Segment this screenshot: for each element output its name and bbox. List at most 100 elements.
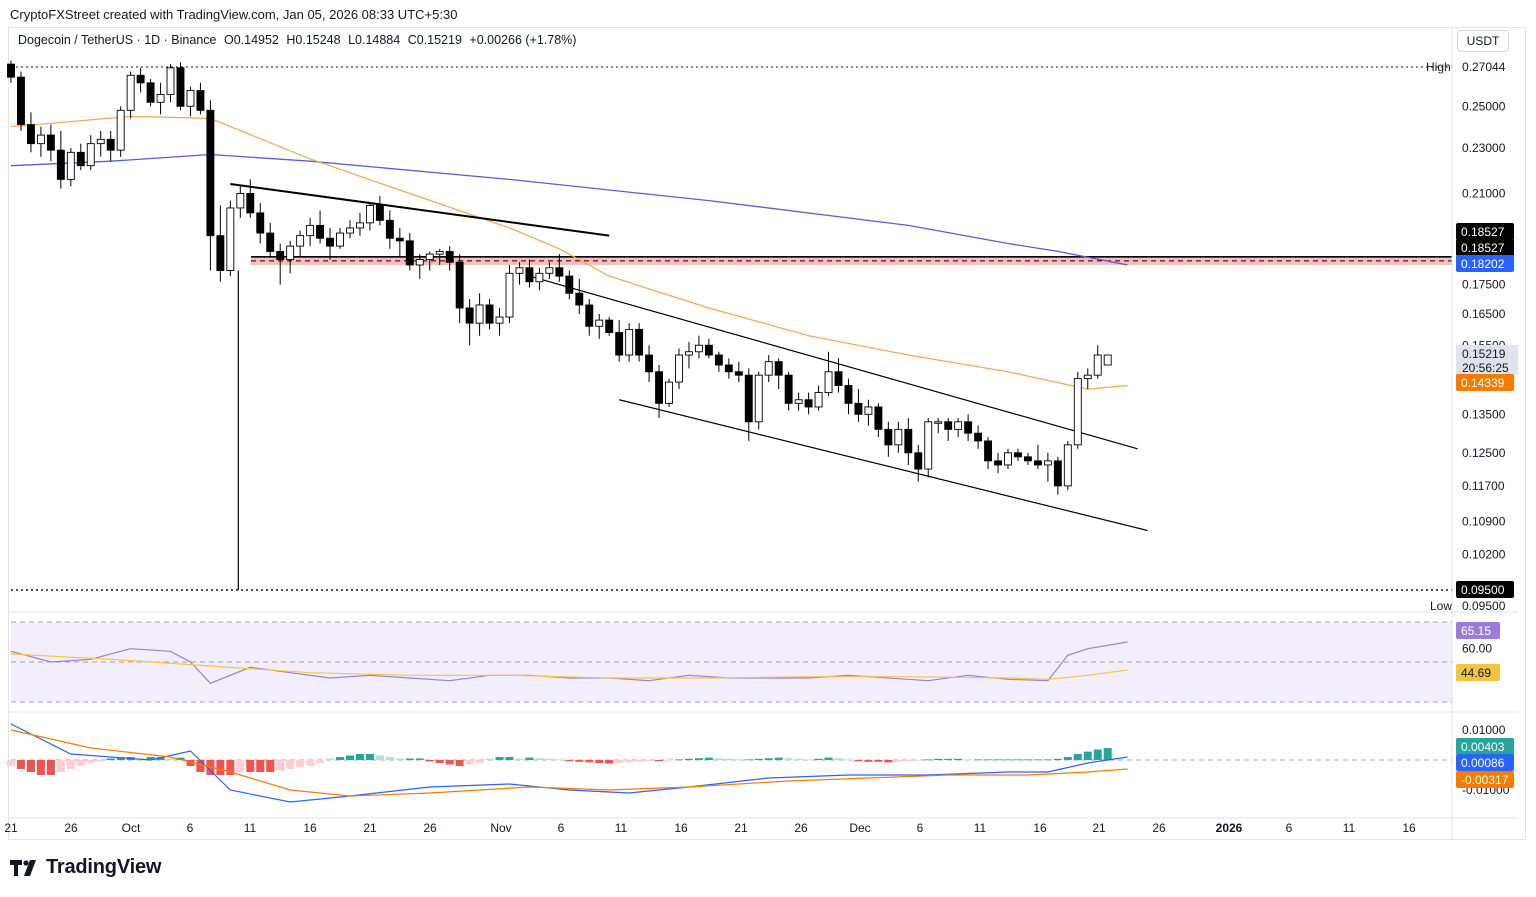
time-tick-label: 11 — [615, 821, 628, 835]
candle-body — [675, 354, 683, 383]
candle-body — [525, 267, 534, 283]
candle-body — [1014, 452, 1022, 458]
macd-histogram-bar — [1023, 759, 1032, 761]
rsi-tick-label: 60.00 — [1462, 642, 1492, 656]
candle-body — [126, 74, 135, 111]
candle-body — [136, 74, 145, 84]
candle-body — [1004, 452, 1012, 466]
rsi-line — [10, 641, 1128, 685]
candle-body — [1063, 444, 1072, 487]
candle-body — [505, 272, 514, 318]
currency-button[interactable]: USDT — [1457, 30, 1509, 52]
macd-histogram-bar — [575, 760, 584, 762]
macd-histogram-bar — [535, 758, 544, 760]
macd-histogram-bar — [246, 760, 255, 772]
macd-histogram-bar — [954, 758, 963, 760]
tradingview-logo[interactable]: TradingView — [10, 856, 161, 879]
rsi-value-tag: 65.15 — [1461, 624, 1491, 638]
macd-histogram-bar — [475, 760, 484, 763]
macd-histogram-bar — [814, 758, 823, 760]
candle-body — [226, 207, 235, 271]
candle-body — [196, 90, 205, 111]
price-tick-label: 0.10200 — [1462, 547, 1506, 561]
candle-body — [56, 149, 65, 180]
macd-histogram-bar — [455, 760, 464, 766]
macd-histogram-bar — [764, 758, 773, 760]
macd-histogram-bar — [326, 758, 335, 760]
low-price-tag: 0.09500 — [1461, 583, 1505, 597]
candle-body — [565, 275, 574, 294]
macd-hist-value-tag-bg — [1456, 738, 1514, 755]
macd-histogram-bar — [734, 759, 743, 761]
macd-histogram-bar — [16, 760, 25, 769]
macd-histogram-bar — [395, 758, 404, 760]
time-tick-label: Nov — [490, 821, 511, 835]
time-tick-label: 26 — [423, 821, 437, 835]
macd-histogram-bar — [146, 757, 155, 760]
candle-body — [455, 261, 464, 309]
macd-histogram-bar — [296, 760, 305, 768]
macd-histogram-bar — [365, 754, 374, 760]
chart-frame — [8, 27, 1526, 840]
symbol-name[interactable]: Dogecoin / TetherUS · 1D · Binance — [18, 33, 217, 47]
candle-body — [774, 361, 783, 376]
macd-histogram-bar — [166, 758, 175, 760]
time-tick-label: Dec — [849, 821, 870, 835]
high-label: High — [1426, 60, 1451, 74]
time-tick-label: 21 — [1092, 821, 1106, 835]
macd-histogram-bar — [774, 757, 783, 760]
macd-hist-value-tag: 0.00403 — [1461, 740, 1505, 754]
candle-body — [76, 151, 85, 167]
resistance-price-tag-2: 0.18527 — [1461, 241, 1505, 255]
macd-histogram-bar — [306, 760, 315, 766]
candle-body — [316, 224, 325, 239]
candle-body — [296, 235, 305, 247]
rsi-ma-value-tag-bg — [1456, 664, 1500, 681]
macd-histogram-bar — [7, 760, 15, 766]
macd-histogram-bar — [226, 760, 235, 775]
time-tick-label: 16 — [303, 821, 317, 835]
high-value: H0.15248 — [286, 33, 341, 47]
candle-body — [495, 316, 504, 324]
macd-histogram-bar — [515, 758, 524, 760]
candle-body — [206, 109, 215, 237]
candle-body — [395, 237, 404, 242]
macd-histogram-bar — [86, 760, 95, 763]
high-value: 0.27044 — [1462, 60, 1506, 74]
macd-histogram-bar — [375, 755, 384, 760]
last-price-box — [1456, 345, 1518, 375]
macd-histogram-bar — [56, 760, 65, 772]
candle-body — [994, 460, 1002, 466]
candle-body — [764, 361, 773, 376]
candle-body — [256, 212, 265, 234]
macd-histogram-bar — [884, 760, 893, 763]
macd-histogram-bar — [196, 760, 205, 772]
candle-body — [724, 364, 733, 373]
macd-histogram-bar — [784, 758, 793, 760]
time-tick-label: 16 — [1402, 821, 1416, 835]
macd-histogram-bar — [744, 759, 753, 761]
macd-histogram-bar — [1073, 754, 1082, 760]
candle-body — [106, 138, 115, 151]
macd-histogram-bar — [704, 757, 713, 760]
resistance-price-tag: 0.18527 — [1461, 225, 1505, 239]
price-tick-label: 0.16500 — [1462, 307, 1506, 321]
candle-body — [744, 374, 753, 423]
candle-body — [1083, 374, 1092, 380]
candle-body — [1073, 378, 1082, 446]
macd-histogram-bar — [714, 758, 723, 760]
macd-histogram-bar — [595, 760, 604, 763]
candle-body — [156, 93, 165, 103]
candle-body — [276, 250, 285, 260]
candle-body — [924, 421, 933, 470]
countdown-label: 20:56:25 — [1462, 361, 1509, 375]
macd-histogram-bar — [824, 757, 833, 760]
macd-histogram-bar — [934, 758, 943, 760]
macd-histogram-bar — [545, 758, 554, 760]
resistance-price-tag-2-bg — [1456, 239, 1514, 256]
macd-histogram-bar — [435, 760, 444, 763]
candle-body — [824, 371, 833, 394]
price-tick-label: 0.10900 — [1462, 514, 1506, 528]
candle-body — [904, 428, 913, 454]
